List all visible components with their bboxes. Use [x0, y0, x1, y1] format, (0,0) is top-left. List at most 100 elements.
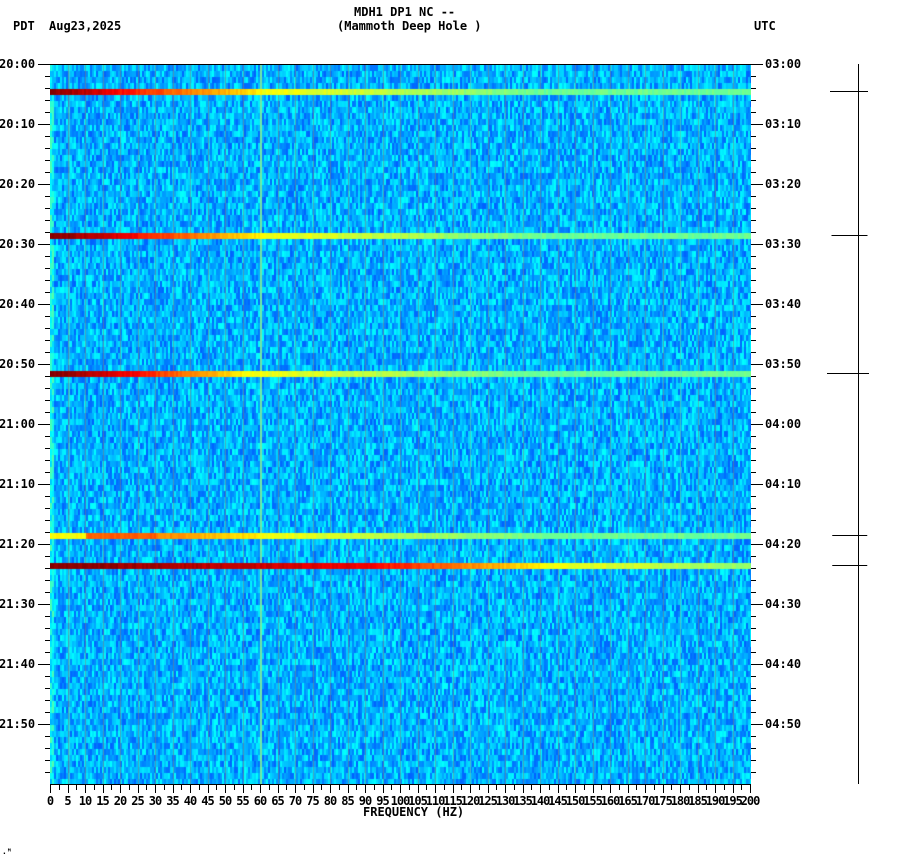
- x-tick-label: 165: [618, 794, 638, 808]
- x-tick: [155, 784, 156, 793]
- x-tick-label: 60: [253, 794, 267, 808]
- y-tick-label-left: 20:20: [0, 177, 36, 191]
- x-tick: [610, 784, 611, 793]
- y-tick-label-left: 21:50: [0, 717, 36, 731]
- x-tick-label: 50: [218, 794, 232, 808]
- x-tick-label: 45: [201, 794, 214, 808]
- y-tick-label-right: 03:00: [765, 57, 802, 71]
- y-tick-label-left: 21:40: [0, 657, 36, 671]
- y-tick-label-left: 20:10: [0, 117, 36, 131]
- y-tick-right: [751, 88, 756, 89]
- x-tick: [225, 784, 226, 793]
- x-tick-label: 40: [183, 794, 197, 808]
- x-tick: [601, 784, 602, 790]
- y-tick-right: [751, 760, 756, 761]
- y-tick-left: [45, 712, 50, 713]
- y-tick-label-left: 20:50: [0, 357, 36, 371]
- y-tick-left: [45, 532, 50, 533]
- y-tick-left: [45, 568, 50, 569]
- x-tick: [689, 784, 690, 790]
- y-tick-left: [45, 448, 50, 449]
- x-tick-label: 80: [323, 794, 337, 808]
- y-tick-left: [45, 736, 50, 737]
- y-tick-left: [45, 748, 50, 749]
- x-tick-label: 20: [113, 794, 127, 808]
- y-tick-left: [45, 508, 50, 509]
- x-tick-label: 130: [495, 794, 516, 808]
- x-tick-label: 70: [288, 794, 302, 808]
- x-tick: [575, 784, 576, 793]
- y-tick-right: [751, 100, 756, 101]
- y-tick-left: [45, 148, 50, 149]
- x-tick-label: 120: [460, 794, 481, 808]
- x-tick: [444, 784, 445, 790]
- x-tick: [593, 784, 594, 793]
- y-tick-left: [38, 604, 50, 605]
- y-tick-right: [751, 196, 756, 197]
- x-tick: [304, 784, 305, 790]
- x-tick: [146, 784, 147, 790]
- x-tick: [715, 784, 716, 793]
- x-tick: [619, 784, 620, 790]
- x-tick-label: 90: [358, 794, 372, 808]
- x-tick: [164, 784, 165, 790]
- y-tick-left: [45, 580, 50, 581]
- x-tick: [181, 784, 182, 790]
- x-tick: [470, 784, 471, 793]
- y-tick-right: [751, 400, 756, 401]
- y-tick-right: [751, 484, 763, 485]
- x-tick-label: 65: [271, 794, 284, 808]
- x-tick: [94, 784, 95, 790]
- y-tick-right: [751, 388, 756, 389]
- x-axis-line: [50, 784, 751, 785]
- x-tick: [243, 784, 244, 793]
- x-tick: [741, 784, 742, 790]
- x-tick-label: 135: [513, 794, 533, 808]
- y-tick-right: [751, 712, 756, 713]
- y-tick-left: [45, 100, 50, 101]
- y-tick-right: [751, 592, 756, 593]
- x-tick: [724, 784, 725, 790]
- x-tick: [418, 784, 419, 793]
- x-tick-label: 75: [306, 794, 319, 808]
- x-tick: [488, 784, 489, 793]
- y-tick-left: [45, 88, 50, 89]
- y-tick-label-right: 04:10: [765, 477, 802, 491]
- x-tick-label: 55: [236, 794, 249, 808]
- x-tick: [190, 784, 191, 793]
- y-tick-right: [751, 448, 756, 449]
- x-tick: [645, 784, 646, 793]
- y-tick-left: [45, 232, 50, 233]
- x-tick-label: 195: [723, 794, 743, 808]
- y-tick-left: [45, 136, 50, 137]
- y-tick-left: [38, 304, 50, 305]
- y-tick-left: [45, 76, 50, 77]
- left-timezone: PDT: [13, 19, 35, 33]
- x-tick-label: 180: [670, 794, 691, 808]
- y-tick-label-left: 21:30: [0, 597, 36, 611]
- x-tick-label: 5: [64, 794, 71, 808]
- right-timezone: UTC: [754, 19, 776, 33]
- date-label: Aug23,2025: [49, 19, 122, 33]
- y-tick-right: [751, 724, 763, 725]
- y-tick-right: [751, 112, 756, 113]
- y-tick-label-left: 20:00: [0, 57, 36, 71]
- y-tick-right: [751, 700, 756, 701]
- y-tick-left: [45, 688, 50, 689]
- y-tick-right: [751, 304, 763, 305]
- x-tick-label: 125: [478, 794, 498, 808]
- x-tick: [216, 784, 217, 790]
- y-tick-right: [751, 568, 756, 569]
- x-tick: [295, 784, 296, 793]
- x-tick: [400, 784, 401, 793]
- y-tick-right: [751, 436, 756, 437]
- x-tick: [636, 784, 637, 790]
- x-tick: [251, 784, 252, 790]
- y-tick-right: [751, 748, 756, 749]
- y-tick-right: [751, 172, 756, 173]
- y-tick-right: [751, 184, 763, 185]
- y-tick-right: [751, 328, 756, 329]
- y-tick-right: [751, 316, 756, 317]
- y-tick-right: [751, 376, 756, 377]
- y-tick-right: [751, 532, 756, 533]
